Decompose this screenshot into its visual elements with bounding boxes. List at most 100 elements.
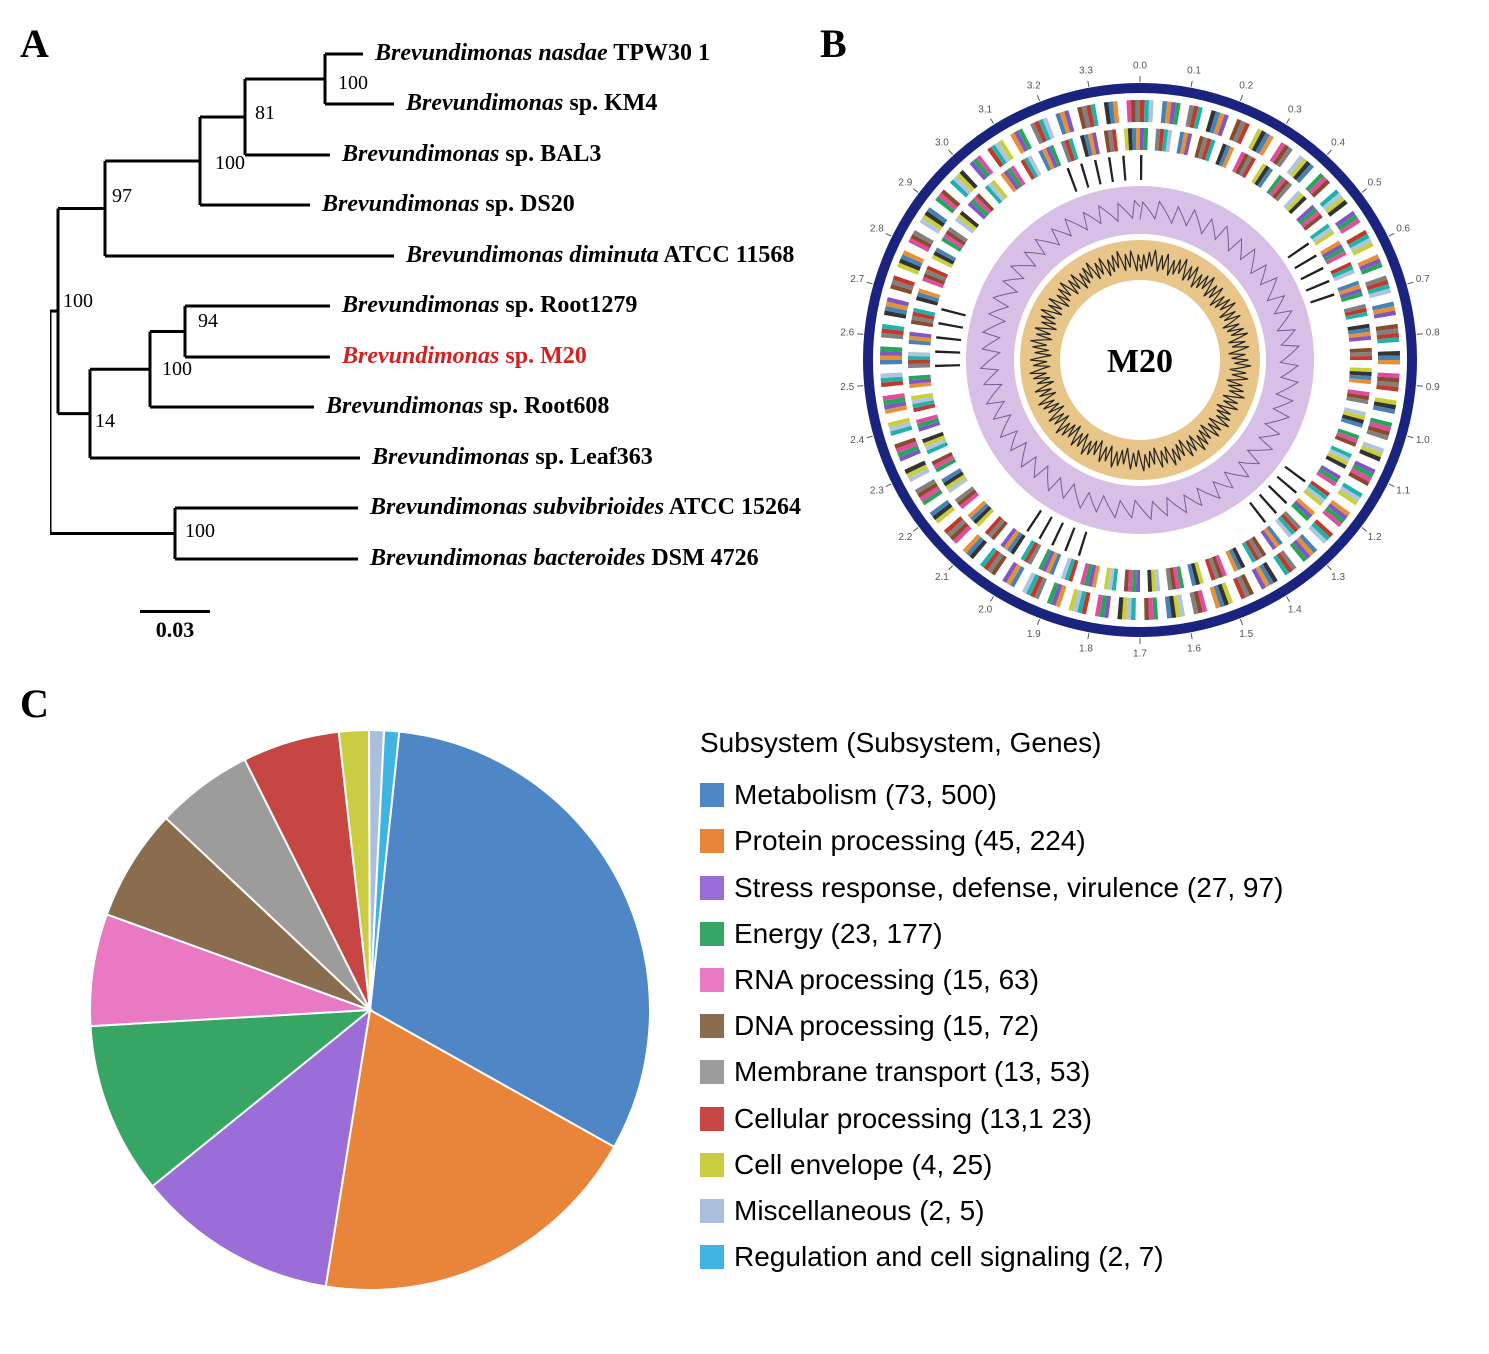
legend-item: DNA processing (15, 72) — [700, 1003, 1283, 1049]
legend-item: Protein processing (45, 224) — [700, 818, 1283, 864]
svg-text:0.4: 0.4 — [1331, 137, 1345, 148]
taxon-label: Brevundimonas sp. M20 — [342, 343, 587, 370]
subsystem-legend: Subsystem (Subsystem, Genes) Metabolism … — [700, 720, 1283, 1280]
taxon-label: Brevundimonas sp. Leaf363 — [372, 444, 653, 471]
svg-text:0.3: 0.3 — [1288, 105, 1302, 116]
svg-text:3.3: 3.3 — [1079, 66, 1093, 77]
tree-scale-label: 0.03 — [140, 617, 210, 643]
legend-item: Stress response, defense, virulence (27,… — [700, 865, 1283, 911]
legend-label: Cellular processing (13,1 23) — [734, 1096, 1092, 1142]
legend-item: Cellular processing (13,1 23) — [700, 1096, 1283, 1142]
legend-item: Energy (23, 177) — [700, 911, 1283, 957]
svg-text:0.5: 0.5 — [1368, 177, 1382, 188]
legend-label: Stress response, defense, virulence (27,… — [734, 865, 1283, 911]
legend-label: Regulation and cell signaling (2, 7) — [734, 1234, 1164, 1280]
svg-text:1.9: 1.9 — [1027, 629, 1041, 640]
bootstrap-value: 14 — [95, 410, 115, 433]
legend-item: Membrane transport (13, 53) — [700, 1049, 1283, 1095]
circular-genome-map: 0.0 0.1 0.2 0.3 0.4 0.5 0.6 0.7 0.8 0.9 1.0 1.1 1.2 1… — [840, 60, 1440, 660]
legend-swatch — [700, 1245, 724, 1269]
panel-c-label: C — [20, 680, 49, 727]
legend-swatch — [700, 783, 724, 807]
svg-text:3.1: 3.1 — [978, 105, 992, 116]
panel-a-label: A — [20, 20, 49, 67]
svg-text:1.1: 1.1 — [1396, 486, 1410, 497]
svg-text:0.2: 0.2 — [1239, 80, 1253, 91]
taxon-label: Brevundimonas bacteroides DSM 4726 — [370, 545, 759, 572]
svg-text:1.2: 1.2 — [1368, 532, 1382, 543]
legend-swatch — [700, 1107, 724, 1131]
subsystem-pie-chart — [80, 720, 660, 1300]
taxon-label: Brevundimonas subvibrioides ATCC 15264 — [370, 494, 801, 521]
legend-swatch — [700, 968, 724, 992]
taxon-label: Brevundimonas sp. BAL3 — [342, 141, 601, 168]
svg-text:2.7: 2.7 — [850, 274, 864, 285]
svg-text:0.1: 0.1 — [1187, 66, 1201, 77]
svg-text:2.1: 2.1 — [935, 572, 949, 583]
svg-text:1.4: 1.4 — [1288, 605, 1302, 616]
legend-item: RNA processing (15, 63) — [700, 957, 1283, 1003]
legend-item: Miscellaneous (2, 5) — [700, 1188, 1283, 1234]
bootstrap-value: 100 — [63, 290, 93, 313]
figure: A Brevundimonas nasdae TPW30 1 Brevundimo… — [20, 20, 1469, 1300]
legend-swatch — [700, 1199, 724, 1223]
taxon-label: Brevundimonas sp. KM4 — [406, 90, 657, 117]
taxon-label: Brevundimonas sp. DS20 — [322, 191, 575, 218]
legend-label: Energy (23, 177) — [734, 911, 943, 957]
svg-text:0.0: 0.0 — [1133, 61, 1147, 72]
panel-b-label: B — [820, 20, 847, 67]
legend-item: Cell envelope (4, 25) — [700, 1142, 1283, 1188]
svg-text:1.3: 1.3 — [1331, 572, 1345, 583]
legend-swatch — [700, 1153, 724, 1177]
legend-swatch — [700, 876, 724, 900]
legend-label: Metabolism (73, 500) — [734, 772, 997, 818]
svg-text:M20: M20 — [1107, 343, 1173, 380]
taxon-label: Brevundimonas sp. Root1279 — [342, 292, 637, 319]
legend-item: Regulation and cell signaling (2, 7) — [700, 1234, 1283, 1280]
bootstrap-value: 100 — [162, 358, 192, 381]
svg-text:1.6: 1.6 — [1187, 644, 1201, 655]
svg-text:0.7: 0.7 — [1416, 274, 1430, 285]
svg-text:2.2: 2.2 — [898, 532, 912, 543]
svg-text:2.5: 2.5 — [840, 382, 854, 393]
phylogenetic-tree — [50, 30, 810, 610]
bootstrap-value: 100 — [215, 152, 245, 175]
panel-c: C Subsystem (Subsystem, Genes) Metabolis… — [20, 680, 1460, 1300]
svg-text:2.8: 2.8 — [870, 224, 884, 235]
taxon-label: Brevundimonas nasdae TPW30 1 — [375, 40, 710, 67]
legend-swatch — [700, 829, 724, 853]
legend-label: Protein processing (45, 224) — [734, 818, 1086, 864]
panel-a: A Brevundimonas nasdae TPW30 1 Brevundimo… — [20, 20, 800, 660]
bootstrap-value: 97 — [112, 185, 132, 208]
legend-label: Miscellaneous (2, 5) — [734, 1188, 985, 1234]
svg-text:3.0: 3.0 — [935, 137, 949, 148]
svg-text:0.6: 0.6 — [1396, 224, 1410, 235]
legend-label: Membrane transport (13, 53) — [734, 1049, 1090, 1095]
svg-text:1.0: 1.0 — [1416, 435, 1430, 446]
legend-title: Subsystem (Subsystem, Genes) — [700, 720, 1283, 766]
taxon-label: Brevundimonas sp. Root608 — [326, 393, 609, 420]
svg-text:2.3: 2.3 — [870, 486, 884, 497]
tree-scale-bar: 0.03 — [140, 610, 210, 643]
legend-label: DNA processing (15, 72) — [734, 1003, 1039, 1049]
bootstrap-value: 94 — [198, 310, 218, 333]
taxon-label: Brevundimonas diminuta ATCC 11568 — [406, 242, 794, 269]
svg-text:2.4: 2.4 — [850, 435, 864, 446]
legend-label: Cell envelope (4, 25) — [734, 1142, 992, 1188]
svg-text:0.9: 0.9 — [1426, 382, 1440, 393]
svg-text:2.0: 2.0 — [978, 605, 992, 616]
svg-text:3.2: 3.2 — [1027, 80, 1041, 91]
svg-text:2.6: 2.6 — [840, 328, 854, 339]
svg-text:1.5: 1.5 — [1239, 629, 1253, 640]
panel-b: B 0.0 0.1 0.2 0.3 0.4 0.5 0.6 0.7 0.8 0.9 1.0 1.1 1.… — [820, 20, 1460, 660]
legend-swatch — [700, 1060, 724, 1084]
legend-swatch — [700, 1014, 724, 1038]
svg-text:1.8: 1.8 — [1079, 644, 1093, 655]
svg-text:0.8: 0.8 — [1426, 328, 1440, 339]
legend-swatch — [700, 922, 724, 946]
svg-text:2.9: 2.9 — [898, 177, 912, 188]
legend-label: RNA processing (15, 63) — [734, 957, 1039, 1003]
bootstrap-value: 100 — [185, 520, 215, 543]
svg-text:1.7: 1.7 — [1133, 649, 1147, 660]
legend-item: Metabolism (73, 500) — [700, 772, 1283, 818]
